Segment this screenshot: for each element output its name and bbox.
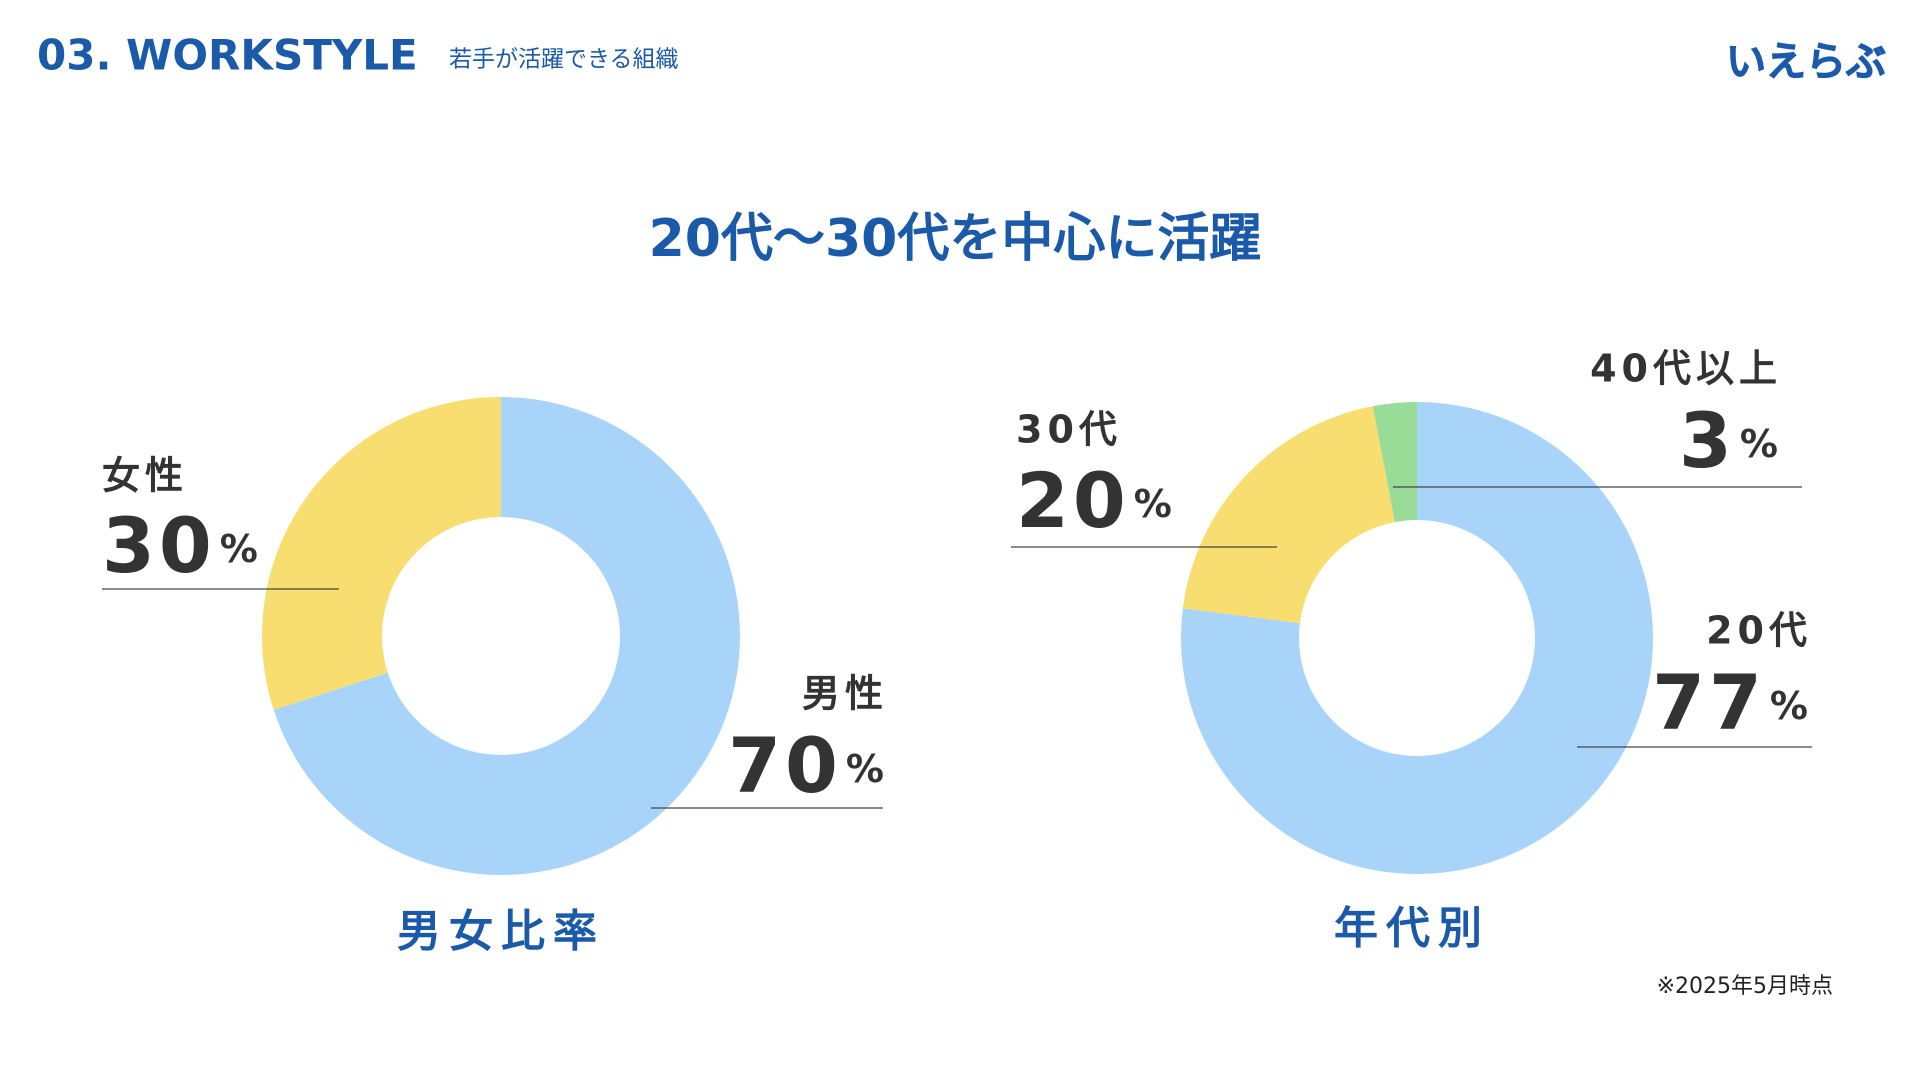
value-label: 20%	[1016, 456, 1176, 545]
value-number: 20	[1016, 456, 1130, 545]
category-label: 20代	[1706, 609, 1812, 653]
category-label: 男性	[802, 672, 888, 716]
footnote: ※2025年5月時点	[1657, 974, 1833, 999]
value-label: 77%	[1652, 658, 1812, 747]
chart-title: 年代別	[1334, 903, 1490, 954]
value-number: 70	[728, 721, 842, 810]
logo: いえらぶ	[1726, 39, 1886, 85]
section-subtitle: 若手が活躍できる組織	[449, 47, 679, 73]
category-label: 30代	[1016, 408, 1122, 452]
donut-slice	[1372, 402, 1417, 523]
value-unit: %	[1134, 482, 1176, 526]
donut-slice	[1181, 402, 1653, 874]
value-number: 30	[102, 501, 216, 590]
section-title: 03. WORKSTYLE	[37, 31, 418, 80]
value-label: 3%	[1679, 396, 1782, 485]
value-number: 3	[1679, 396, 1736, 485]
value-unit: %	[846, 747, 888, 791]
value-label: 30%	[102, 501, 262, 590]
headline: 20代〜30代を中心に活躍	[649, 209, 1262, 269]
category-label: 40代以上	[1590, 347, 1782, 391]
donut-slice	[273, 397, 740, 876]
category-label: 女性	[102, 454, 188, 498]
donut-slice	[1182, 406, 1395, 624]
donut-slice	[262, 397, 501, 710]
chart-title: 男女比率	[397, 906, 605, 957]
value-unit: %	[1770, 684, 1812, 728]
value-unit: %	[220, 527, 262, 571]
value-label: 70%	[728, 721, 888, 810]
value-unit: %	[1740, 422, 1782, 466]
value-number: 77	[1652, 658, 1766, 747]
